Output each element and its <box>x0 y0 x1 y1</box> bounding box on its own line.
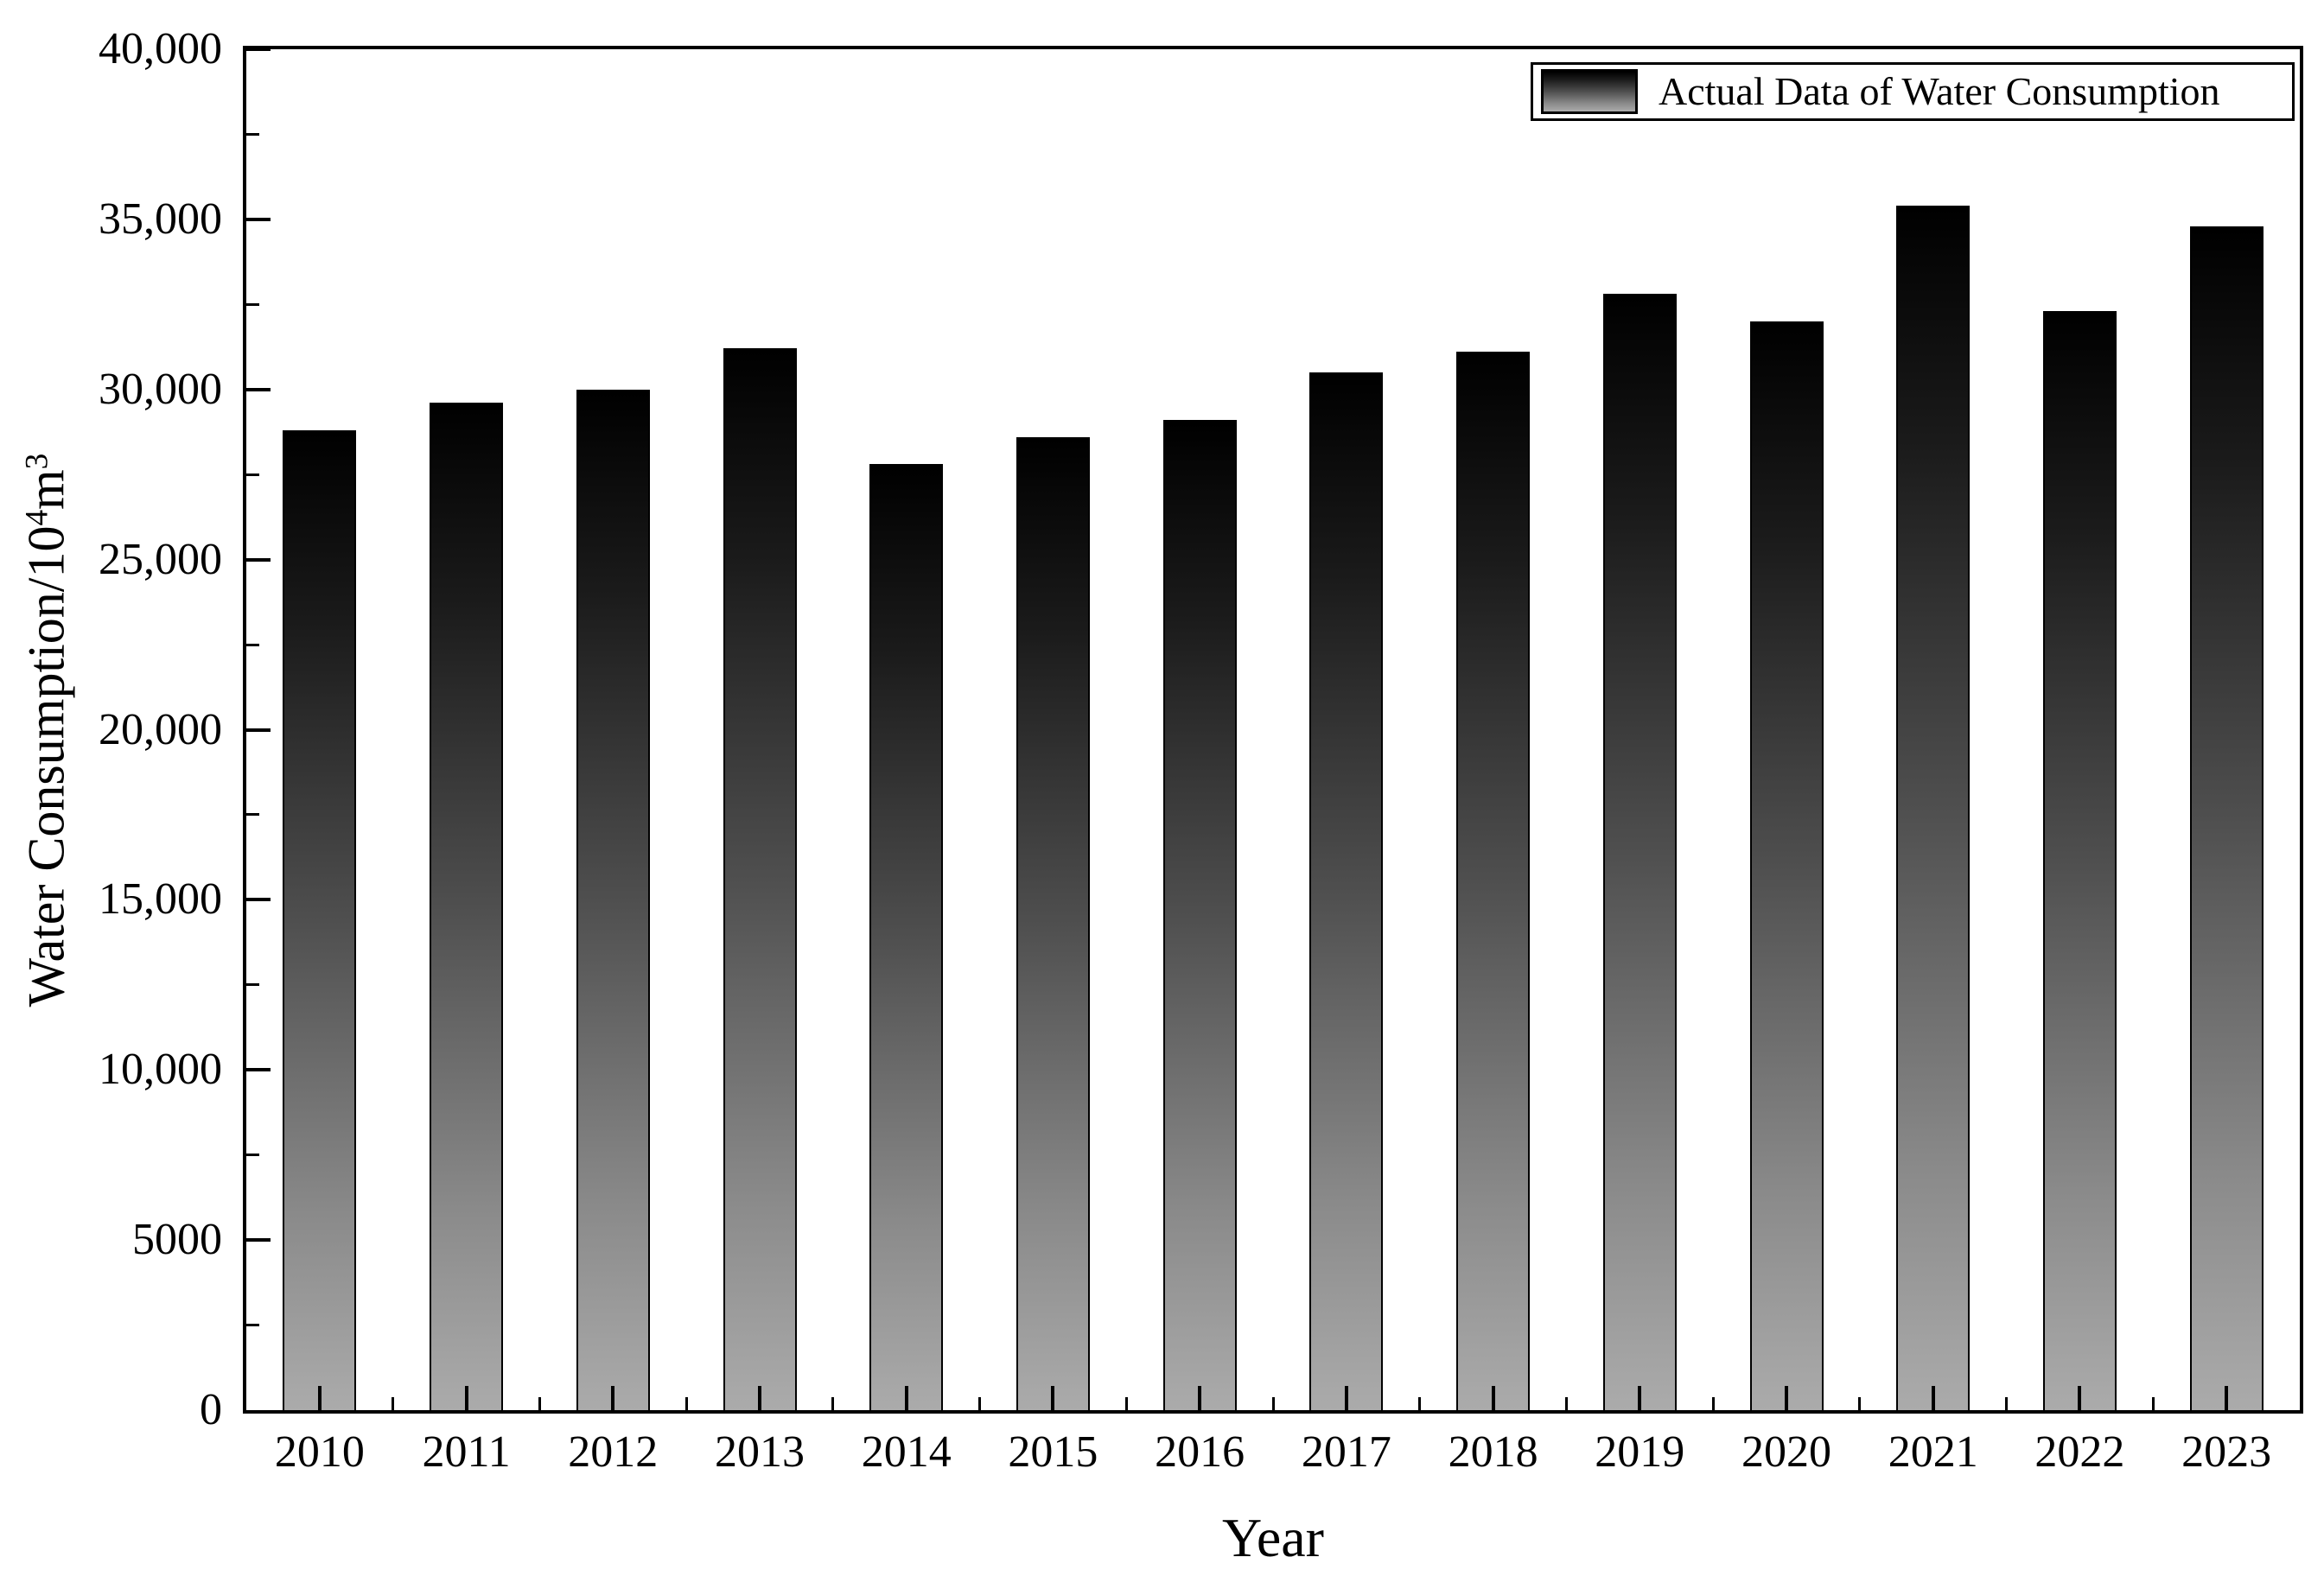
x-minor-tick <box>1564 1397 1568 1410</box>
x-tick-label-2022: 2022 <box>2034 1427 2125 1477</box>
bar-2012 <box>576 390 650 1410</box>
bar-2023 <box>2189 226 2264 1410</box>
y-tick-label-5000: 5000 <box>132 1215 222 1265</box>
y-major-tick <box>246 1068 271 1072</box>
y-major-tick <box>246 387 271 391</box>
x-major-tick-2015 <box>1051 1386 1055 1410</box>
plot-area <box>243 46 2303 1414</box>
y-major-tick <box>246 898 271 902</box>
x-tick-label-2015: 2015 <box>1008 1427 1098 1477</box>
x-minor-tick <box>684 1397 688 1410</box>
legend: Actual Data of Water Consumption <box>1531 62 2295 121</box>
x-minor-tick <box>1418 1397 1422 1410</box>
x-minor-tick <box>2151 1397 2155 1410</box>
x-minor-tick <box>1124 1397 1128 1410</box>
bar-2020 <box>1749 321 1824 1410</box>
x-tick-label-2019: 2019 <box>1595 1427 1685 1477</box>
y-tick-label-15000: 15,000 <box>99 874 222 925</box>
bar-2013 <box>723 348 797 1410</box>
x-minor-tick <box>1858 1397 1862 1410</box>
x-minor-tick <box>831 1397 835 1410</box>
x-major-tick-2023 <box>2225 1386 2229 1410</box>
x-tick-label-2013: 2013 <box>715 1427 805 1477</box>
x-major-tick-2019 <box>1638 1386 1642 1410</box>
bar-2016 <box>1162 420 1237 1410</box>
bar-2017 <box>1309 372 1384 1410</box>
x-minor-tick <box>978 1397 982 1410</box>
x-tick-label-2012: 2012 <box>568 1427 659 1477</box>
y-tick-label-0: 0 <box>200 1385 222 1434</box>
y-minor-tick <box>246 473 259 476</box>
y-tick-label-40000: 40,000 <box>99 24 222 73</box>
x-minor-tick <box>538 1397 541 1410</box>
bar-2019 <box>1602 294 1677 1410</box>
y-tick-label-20000: 20,000 <box>99 704 222 754</box>
x-tick-label-2017: 2017 <box>1301 1427 1391 1477</box>
y-axis-title-text: Water Consumption/10 <box>17 525 75 1007</box>
x-minor-tick <box>1711 1397 1715 1410</box>
bar-2011 <box>430 403 504 1410</box>
x-tick-label-2014: 2014 <box>861 1427 952 1477</box>
x-tick-label-2023: 2023 <box>2181 1427 2272 1477</box>
bar-2010 <box>283 430 357 1410</box>
x-major-tick-2010 <box>317 1386 322 1410</box>
y-major-tick <box>246 557 271 562</box>
y-minor-tick <box>246 813 259 817</box>
y-axis-title-unit: m <box>17 469 75 510</box>
y-tick-label-10000: 10,000 <box>99 1045 222 1095</box>
bar-2021 <box>1896 206 1971 1410</box>
x-major-tick-2014 <box>904 1386 908 1410</box>
y-major-tick <box>246 1238 271 1243</box>
x-major-tick-2013 <box>758 1386 761 1410</box>
x-tick-label-2020: 2020 <box>1741 1427 1831 1477</box>
legend-label: Actual Data of Water Consumption <box>1659 69 2220 113</box>
y-tick-label-35000: 35,000 <box>99 194 222 244</box>
bar-2018 <box>1456 352 1531 1410</box>
x-tick-label-2021: 2021 <box>1888 1427 1978 1477</box>
x-tick-label-2018: 2018 <box>1448 1427 1538 1477</box>
y-minor-tick <box>246 132 259 136</box>
x-major-tick-2011 <box>464 1386 468 1410</box>
x-minor-tick <box>1271 1397 1275 1410</box>
y-minor-tick <box>246 643 259 646</box>
x-tick-label-2016: 2016 <box>1155 1427 1245 1477</box>
y-minor-tick <box>246 983 259 987</box>
x-tick-label-2011: 2011 <box>422 1427 511 1477</box>
x-major-tick-2017 <box>1344 1386 1348 1410</box>
bar-2015 <box>1016 437 1090 1410</box>
y-axis-title-superscript: 4 <box>19 509 55 526</box>
y-minor-tick <box>246 1324 259 1327</box>
x-minor-tick <box>2005 1397 2009 1410</box>
x-major-tick-2022 <box>2078 1386 2082 1410</box>
bar-2014 <box>869 464 944 1410</box>
bar-2022 <box>2042 311 2117 1410</box>
y-tick-label-30000: 30,000 <box>99 364 222 414</box>
y-minor-tick <box>246 1154 259 1157</box>
x-major-tick-2012 <box>611 1386 615 1410</box>
y-tick-label-25000: 25,000 <box>99 534 222 584</box>
y-major-tick <box>246 728 271 732</box>
y-major-tick <box>246 48 271 51</box>
x-axis-title: Year <box>1222 1507 1324 1568</box>
y-major-tick <box>246 217 271 221</box>
y-minor-tick <box>246 302 259 306</box>
legend-swatch <box>1541 69 1638 114</box>
y-axis-title-unit-superscript: 3 <box>19 453 55 470</box>
x-major-tick-2020 <box>1785 1386 1788 1410</box>
x-minor-tick <box>392 1397 395 1410</box>
x-major-tick-2016 <box>1198 1386 1202 1410</box>
x-tick-label-2010: 2010 <box>274 1427 365 1477</box>
x-major-tick-2021 <box>1931 1386 1935 1410</box>
x-major-tick-2018 <box>1491 1386 1495 1410</box>
